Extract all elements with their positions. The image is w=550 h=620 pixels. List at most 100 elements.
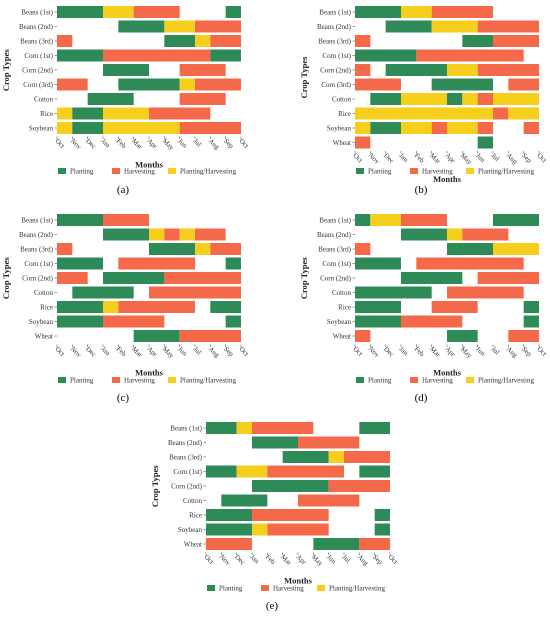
crop-type-label: Beans (1st) xyxy=(319,217,351,225)
bar-segment-planting xyxy=(87,93,134,105)
crop-type-label: Beans (3rd) xyxy=(20,246,54,254)
panel-label: (d) xyxy=(415,392,428,404)
crop-type-label: Rice xyxy=(189,512,202,520)
bar-segment-both xyxy=(493,93,539,105)
bar-segment-planting xyxy=(493,214,539,226)
crop-type-label: Beans (2nd) xyxy=(168,439,203,447)
bar-segment-planting xyxy=(370,122,401,134)
crop-type-label: Rice xyxy=(40,304,53,312)
crop-type-label: Beans (2nd) xyxy=(317,23,352,31)
bar-segment-harvesting xyxy=(477,93,493,105)
bar-segment-harvesting xyxy=(206,538,252,550)
chart-panel: Beans (1st) Beans (2nd) Beans (3rd) Corn (1… xyxy=(299,6,548,196)
x-axis-title: Months xyxy=(433,368,462,378)
bar-segment-both xyxy=(447,228,463,241)
crop-type-label: Cotton xyxy=(34,289,54,297)
bar-segment-planting xyxy=(57,301,103,313)
bar-segment-both xyxy=(149,228,165,241)
legend-label: Planting xyxy=(70,377,94,385)
bar-segment-planting xyxy=(225,315,241,328)
bar-segment-harvesting xyxy=(118,301,195,313)
bar-segment-planting xyxy=(118,20,165,33)
legend-swatch-planting xyxy=(58,168,66,174)
crop-type-label: Beans (3rd) xyxy=(169,454,203,462)
bar-segment-harvesting xyxy=(179,330,241,342)
bar-segment-harvesting xyxy=(195,20,241,33)
legend-swatch-planting xyxy=(207,585,215,591)
bar-segment-planting xyxy=(57,49,103,62)
crop-type-label: Rice xyxy=(338,110,351,118)
bar-segment-harvesting xyxy=(355,78,401,91)
crop-type-label: Beans (1st) xyxy=(21,9,53,17)
bar-segment-both xyxy=(103,301,119,313)
month-tick-label: Sep xyxy=(222,345,235,358)
month-tick-label: Dec xyxy=(84,345,98,359)
crop-type-label: Wheat xyxy=(35,333,53,341)
bar-segment-planting xyxy=(57,6,103,18)
bar-segment-planting xyxy=(355,49,417,62)
bar-segment-harvesting xyxy=(179,93,226,105)
bar-segment-harvesting xyxy=(149,107,211,120)
bar-segment-harvesting xyxy=(57,35,73,47)
crop-type-label: Rice xyxy=(40,110,53,118)
bar-segment-planting xyxy=(57,214,103,226)
bar-segment-planting xyxy=(282,451,329,463)
bar-segment-both xyxy=(401,6,432,18)
bar-segment-harvesting xyxy=(447,286,524,299)
month-tick-label: Oct xyxy=(53,345,66,358)
bar-segment-harvesting xyxy=(355,35,371,47)
bar-segment-harvesting xyxy=(103,214,149,226)
month-tick-label: Sep xyxy=(520,345,533,358)
x-axis-title: Months xyxy=(284,576,313,586)
month-tick-label: Nov xyxy=(69,137,84,152)
crop-type-label: Beans (1st) xyxy=(21,217,53,225)
legend-label: Planting xyxy=(368,168,392,176)
month-tick-label: Oct xyxy=(535,151,548,164)
bar-segment-harvesting xyxy=(57,243,73,255)
legend-swatch-both xyxy=(466,377,474,383)
month-tick-label: Aug xyxy=(505,345,520,360)
bar-segment-harvesting xyxy=(252,422,314,434)
crop-type-label: Corn (2nd) xyxy=(22,67,54,75)
bar-segment-harvesting xyxy=(118,257,195,270)
bar-segment-both xyxy=(195,35,211,47)
month-tick-label: Mar xyxy=(130,345,144,359)
bar-segment-harvesting xyxy=(355,243,371,255)
legend-swatch-both xyxy=(317,585,325,591)
month-tick-label: Aug xyxy=(505,151,520,166)
bar-segment-planting xyxy=(462,35,493,47)
bar-segment-both xyxy=(57,122,73,134)
crop-type-label: Beans (2nd) xyxy=(317,231,352,239)
month-tick-label: Jun xyxy=(474,151,487,164)
bar-segment-planting xyxy=(313,538,360,550)
crop-type-label: Corn (2nd) xyxy=(22,275,54,283)
legend-label: Harvesting xyxy=(124,377,155,385)
bar-segment-both xyxy=(236,422,252,434)
month-tick-label: Sep xyxy=(520,151,533,164)
month-tick-label: Aug xyxy=(207,137,222,152)
legend: Planting Harvesting Planting/Harvesting xyxy=(356,377,534,385)
legend-swatch-planting xyxy=(356,168,364,174)
crop-type-label: Wheat xyxy=(333,333,351,341)
bar-segment-harvesting xyxy=(57,272,88,284)
bar-segment-planting xyxy=(374,523,390,536)
bar-segment-both xyxy=(236,465,268,478)
legend: Planting Harvesting Planting/Harvesting xyxy=(58,377,236,385)
crop-type-label: Beans (2nd) xyxy=(19,231,54,239)
month-tick-label: Nov xyxy=(218,553,233,568)
bar-segment-planting xyxy=(447,93,463,105)
bar-segment-harvesting xyxy=(431,122,447,134)
month-tick-label: Jan xyxy=(99,137,112,150)
bar-segment-planting xyxy=(370,93,401,105)
bar-segment-harvesting xyxy=(508,78,539,91)
legend-swatch-both xyxy=(168,168,176,174)
month-tick-label: Oct xyxy=(535,345,548,358)
bar-segment-both xyxy=(195,243,211,255)
bar-segment-harvesting xyxy=(267,523,329,536)
bar-segment-planting xyxy=(206,523,252,536)
bar-segment-planting xyxy=(447,330,478,342)
legend-swatch-harvesting xyxy=(261,585,269,591)
bar-segment-both xyxy=(493,243,539,255)
crop-type-label: Corn (2nd) xyxy=(171,483,203,491)
bar-segment-both xyxy=(103,122,180,134)
